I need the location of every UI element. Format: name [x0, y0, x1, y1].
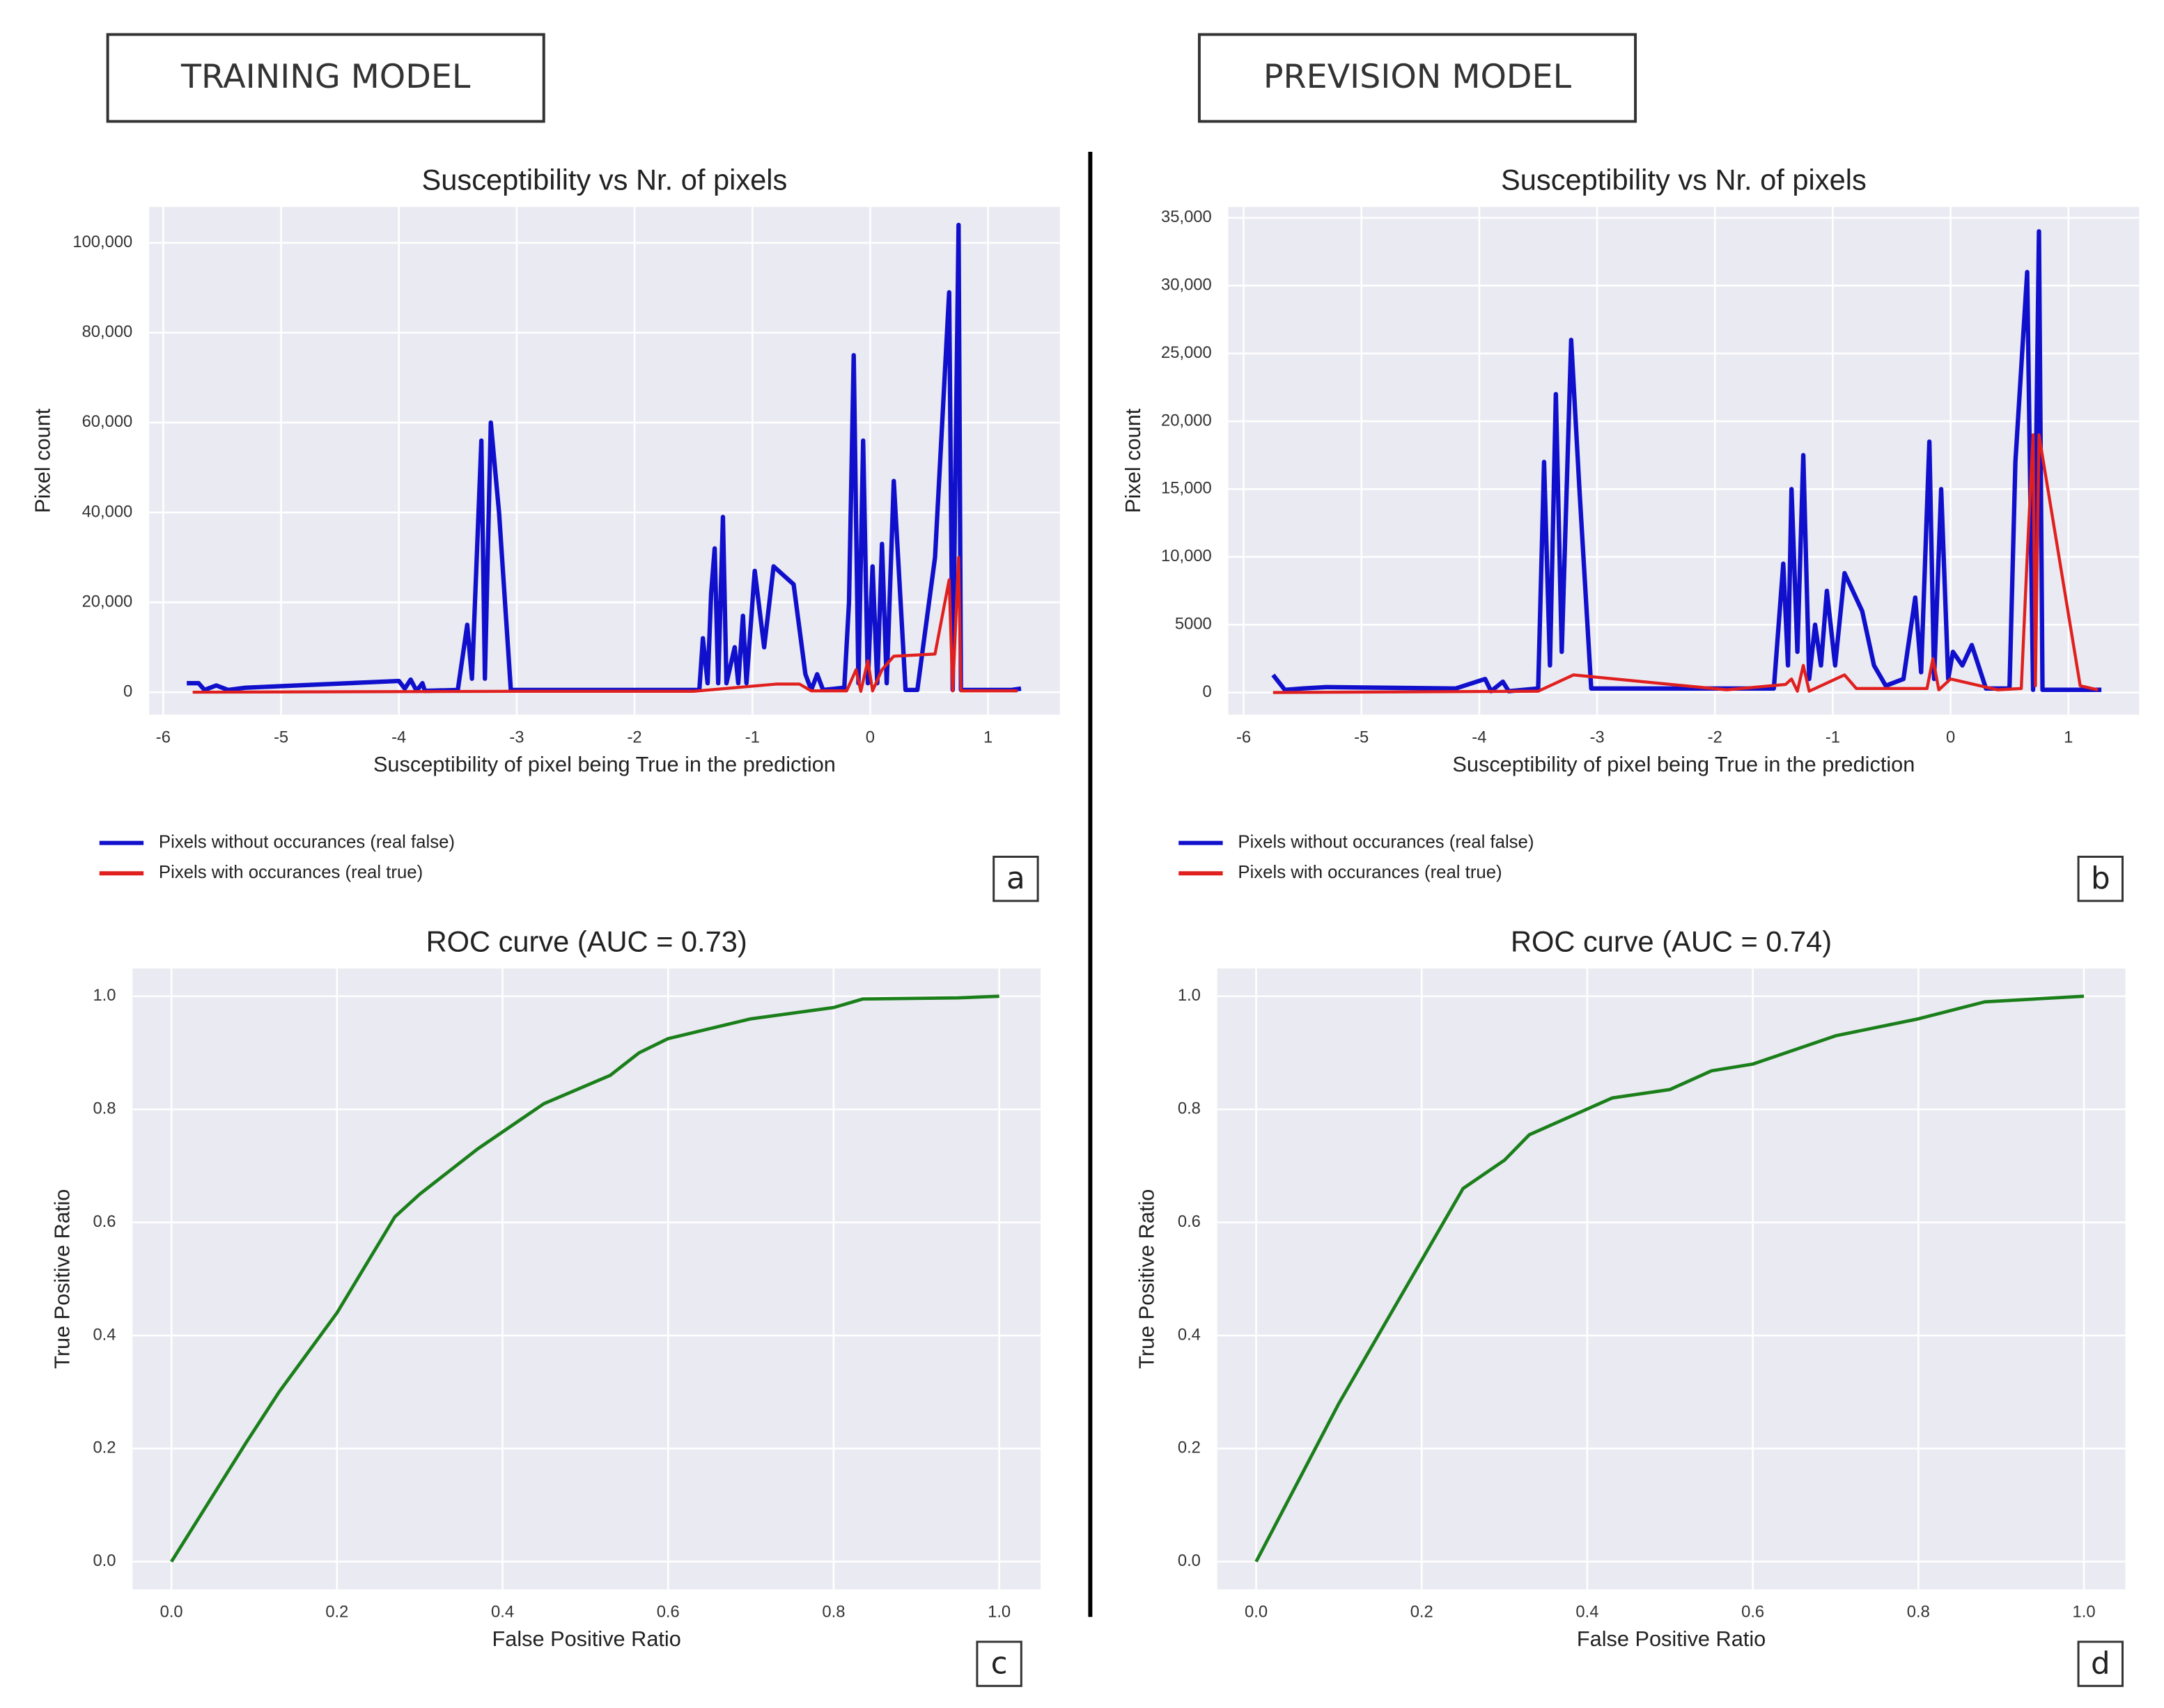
x-tick-label: -4 — [391, 728, 406, 746]
x-tick-label: 0.0 — [1245, 1603, 1268, 1622]
x-tick-label: -3 — [509, 728, 524, 746]
chart-title: Susceptibility vs Nr. of pixels — [1501, 164, 1867, 196]
x-tick-label: -6 — [156, 728, 171, 746]
legend-label: Pixels without occurances (real false) — [159, 832, 455, 852]
x-tick-label: 1 — [2064, 728, 2073, 746]
plot-area — [1217, 968, 2126, 1590]
x-tick-label: -5 — [274, 728, 288, 746]
y-tick-label: 40,000 — [82, 502, 133, 521]
x-tick-label: -4 — [1472, 728, 1486, 746]
y-tick-label: 20,000 — [1161, 411, 1212, 430]
header-box — [106, 33, 545, 123]
y-tick-label: 20,000 — [82, 592, 133, 611]
chart-title: ROC curve (AUC = 0.74) — [1511, 925, 1832, 957]
panel-letter-box — [976, 1640, 1022, 1687]
x-tick-label: 0.6 — [1741, 1603, 1764, 1622]
x-tick-label: -1 — [1826, 728, 1840, 746]
x-tick-label: 0.8 — [1907, 1603, 1930, 1622]
y-tick-label: 0.2 — [1178, 1439, 1201, 1457]
y-tick-label: 60,000 — [82, 412, 133, 431]
y-tick-label: 80,000 — [82, 322, 133, 341]
plot-area — [149, 207, 1060, 715]
y-axis-label: True Positive Ratio — [1135, 1189, 1159, 1369]
x-tick-label: 0.0 — [160, 1603, 183, 1622]
y-tick-label: 0.4 — [93, 1325, 116, 1344]
x-axis-label: Susceptibility of pixel being True in th… — [1452, 752, 1915, 776]
y-axis-label: True Positive Ratio — [49, 1189, 74, 1369]
panel-letter: d — [2091, 1647, 2110, 1682]
y-tick-label: 0.0 — [93, 1551, 116, 1570]
y-tick-label: 1.0 — [93, 986, 116, 1005]
y-tick-label: 35,000 — [1161, 207, 1212, 226]
legend-label: Pixels with occurances (real true) — [1238, 863, 1502, 882]
chart-title: ROC curve (AUC = 0.73) — [426, 925, 747, 957]
panel-letter: b — [2091, 861, 2110, 896]
y-axis-label: Pixel count — [1121, 408, 1145, 513]
x-tick-label: 1.0 — [988, 1603, 1011, 1622]
x-tick-label: 0.4 — [1575, 1603, 1598, 1622]
x-tick-label: 0 — [866, 728, 875, 746]
panel-letter-box — [993, 855, 1039, 902]
data-line — [1254, 994, 2085, 1562]
x-tick-label: -1 — [745, 728, 760, 746]
header-box — [1197, 33, 1637, 123]
x-tick-label: -5 — [1354, 728, 1369, 746]
plot-area — [1228, 207, 2140, 715]
y-tick-label: 0.6 — [93, 1212, 116, 1231]
y-tick-label: 10,000 — [1161, 547, 1212, 565]
x-tick-label: 1 — [983, 728, 993, 746]
x-tick-label: 1.0 — [2073, 1603, 2096, 1622]
legend-label: Pixels without occurances (real false) — [1238, 832, 1534, 852]
y-tick-label: 0.8 — [93, 1099, 116, 1118]
x-tick-label: -2 — [627, 728, 641, 746]
y-tick-label: 0 — [1203, 682, 1212, 701]
y-tick-label: 25,000 — [1161, 343, 1212, 362]
x-tick-label: 0 — [1946, 728, 1955, 746]
x-axis-label: False Positive Ratio — [492, 1627, 681, 1651]
data-line — [1272, 433, 2099, 694]
y-tick-label: 0.8 — [1178, 1099, 1201, 1118]
panel-letter-box — [2077, 1640, 2124, 1687]
y-tick-label: 0.2 — [93, 1439, 116, 1457]
y-tick-label: 1.0 — [1178, 986, 1201, 1005]
x-tick-label: 0.6 — [657, 1603, 680, 1622]
y-tick-label: 100,000 — [72, 233, 132, 251]
panel-letter: c — [991, 1647, 1008, 1682]
x-tick-label: -2 — [1708, 728, 1722, 746]
x-axis-label: False Positive Ratio — [1577, 1627, 1766, 1651]
y-tick-label: 0.4 — [1178, 1325, 1201, 1344]
data-line — [170, 994, 999, 1563]
x-tick-label: 0.2 — [1410, 1603, 1433, 1622]
x-tick-label: 0.2 — [325, 1603, 348, 1622]
data-line — [187, 222, 1022, 694]
x-tick-label: 0.8 — [822, 1603, 845, 1622]
panel-letter: a — [1006, 861, 1025, 896]
chart-title: Susceptibility vs Nr. of pixels — [422, 164, 788, 196]
legend-label: Pixels with occurances (real true) — [159, 863, 423, 882]
y-tick-label: 0 — [123, 682, 132, 700]
data-line — [192, 556, 1018, 694]
panel-letter-box — [2077, 855, 2124, 902]
x-tick-label: 0.4 — [491, 1603, 514, 1622]
x-tick-label: -6 — [1236, 728, 1251, 746]
plot-area — [132, 968, 1041, 1590]
column-header: TRAINING MODEL — [180, 58, 471, 96]
column-header: PREVISION MODEL — [1263, 58, 1572, 96]
y-tick-label: 15,000 — [1161, 479, 1212, 498]
x-axis-label: Susceptibility of pixel being True in th… — [373, 752, 836, 776]
y-tick-label: 0.0 — [1178, 1551, 1201, 1570]
y-axis-label: Pixel count — [31, 408, 55, 513]
y-tick-label: 5000 — [1175, 615, 1212, 634]
x-tick-label: -3 — [1589, 728, 1604, 746]
y-tick-label: 0.6 — [1178, 1212, 1201, 1231]
y-tick-label: 30,000 — [1161, 275, 1212, 294]
